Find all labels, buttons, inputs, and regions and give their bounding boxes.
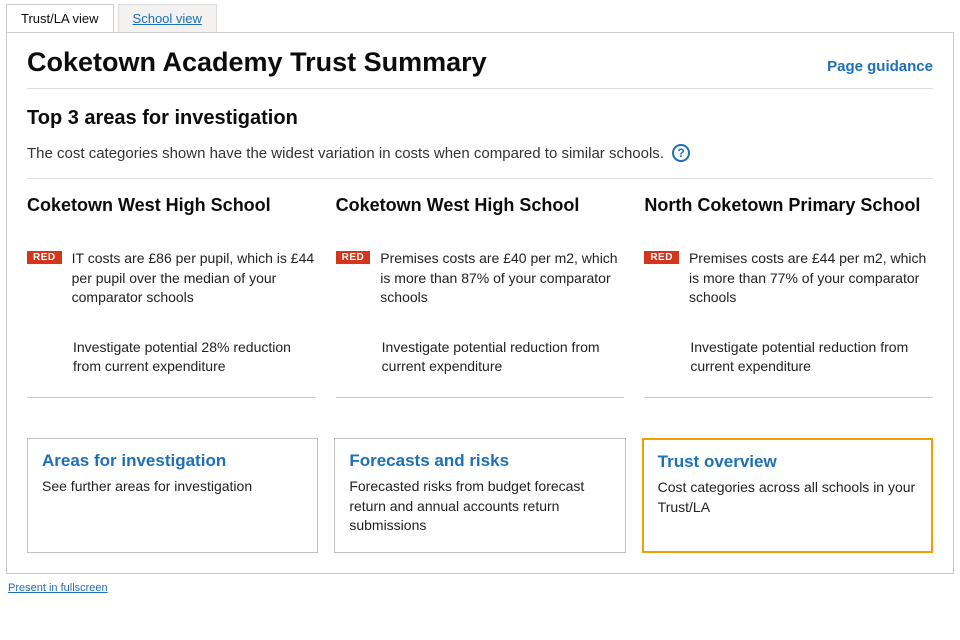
finding-row: RED Premises costs are £40 per m2, which…: [336, 249, 625, 308]
card-desc: See further areas for investigation: [42, 477, 303, 497]
finding-row: RED IT costs are £86 per pupil, which is…: [27, 249, 316, 308]
section-intro-row: The cost categories shown have the wides…: [27, 144, 933, 179]
card-trust-overview[interactable]: Trust overview Cost categories across al…: [642, 438, 933, 553]
status-badge: RED: [336, 251, 371, 264]
status-badge: RED: [644, 251, 679, 264]
investigation-grid: Coketown West High School RED IT costs a…: [27, 195, 933, 398]
status-badge: RED: [27, 251, 62, 264]
investigation-col: Coketown West High School RED Premises c…: [336, 195, 625, 398]
card-title: Forecasts and risks: [349, 451, 610, 471]
card-desc: Forecasted risks from budget forecast re…: [349, 477, 610, 536]
section-intro-text: The cost categories shown have the wides…: [27, 145, 664, 162]
tab-school-view[interactable]: School view: [118, 4, 217, 32]
school-name: Coketown West High School: [336, 195, 625, 219]
main-panel: Coketown Academy Trust Summary Page guid…: [6, 32, 954, 574]
school-name: North Coketown Primary School: [644, 195, 933, 219]
section-title: Top 3 areas for investigation: [27, 107, 933, 130]
card-areas-for-investigation[interactable]: Areas for investigation See further area…: [27, 438, 318, 553]
divider: [644, 397, 933, 398]
action-text: Investigate potential reduction from cur…: [336, 338, 625, 377]
page-header: Coketown Academy Trust Summary Page guid…: [27, 47, 933, 89]
card-forecasts-and-risks[interactable]: Forecasts and risks Forecasted risks fro…: [334, 438, 625, 553]
card-desc: Cost categories across all schools in yo…: [658, 478, 917, 517]
investigation-col: North Coketown Primary School RED Premis…: [644, 195, 933, 398]
finding-text: Premises costs are £40 per m2, which is …: [380, 249, 624, 308]
finding-text: Premises costs are £44 per m2, which is …: [689, 249, 933, 308]
investigation-col: Coketown West High School RED IT costs a…: [27, 195, 316, 398]
tab-bar: Trust/LA view School view: [0, 0, 960, 32]
card-title: Trust overview: [658, 452, 917, 472]
page-title: Coketown Academy Trust Summary: [27, 47, 487, 78]
finding-row: RED Premises costs are £44 per m2, which…: [644, 249, 933, 308]
divider: [27, 397, 316, 398]
action-text: Investigate potential reduction from cur…: [644, 338, 933, 377]
card-row: Areas for investigation See further area…: [27, 438, 933, 553]
action-text: Investigate potential 28% reduction from…: [27, 338, 316, 377]
present-fullscreen-link[interactable]: Present in fullscreen: [0, 578, 108, 602]
card-title: Areas for investigation: [42, 451, 303, 471]
help-icon[interactable]: ?: [672, 144, 690, 162]
finding-text: IT costs are £86 per pupil, which is £44…: [72, 249, 316, 308]
divider: [336, 397, 625, 398]
tab-trust-la-view[interactable]: Trust/LA view: [6, 4, 114, 32]
school-name: Coketown West High School: [27, 195, 316, 219]
page-guidance-link[interactable]: Page guidance: [827, 58, 933, 75]
